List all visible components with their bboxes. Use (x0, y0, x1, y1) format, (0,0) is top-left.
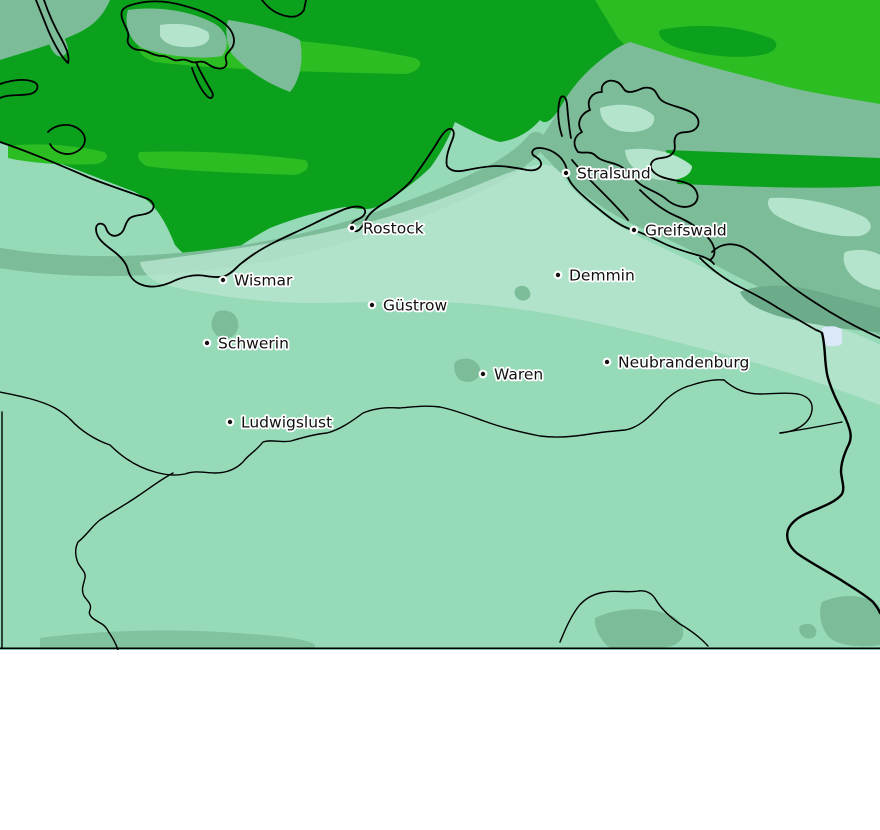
sage-east-of-island (226, 20, 302, 92)
city-dot-rostock (347, 223, 357, 233)
city-dot-ludwigslust (225, 417, 235, 427)
mint-patch-ruegen1 (600, 104, 655, 132)
sea-bright-stripe-left2 (138, 151, 308, 175)
sage-strip-bottom-left (40, 630, 315, 648)
city-label-ludwigslust: Ludwigslust (241, 414, 332, 432)
lake-mueritz (454, 358, 481, 382)
mint-patch-ne1 (767, 197, 871, 237)
mint-patch-ne2 (843, 249, 880, 290)
city-label-neubrandenburg: Neubrandenburg (618, 354, 749, 372)
state-borders (0, 379, 843, 651)
city-label-waren: Waren (494, 366, 543, 384)
city-dot-waren (478, 369, 488, 379)
city-label-rostock: Rostock (363, 220, 424, 238)
sage-wedge-interior (41, 4, 68, 57)
lake-schweriner-see (211, 310, 239, 339)
city-label-stralsund: Stralsund (577, 165, 651, 183)
footer: Temperatur in 2m (in °C) Modell: ICON-D2… (0, 650, 880, 830)
sea-bright-stripe-left1 (8, 144, 107, 165)
mint-patch-ruegen2 (625, 148, 692, 181)
sea-dark-patch (659, 25, 777, 57)
cold-patch-2-4c (822, 326, 842, 347)
city-dot-wismar (218, 275, 228, 285)
sea-dark-band-east (666, 150, 880, 188)
city-label-greifswald: Greifswald (645, 222, 727, 240)
city-label-wismar: Wismar (234, 272, 293, 290)
city-dot-greifswald (629, 225, 639, 235)
city-label-güstrow: Güstrow (383, 297, 448, 315)
temperature-map: Stralsund Rostock Greifswald Wismar Demmin Gü… (0, 0, 880, 651)
land-coastal-light-strip (140, 164, 880, 405)
lake-kummerow (514, 285, 531, 301)
city-dot-stralsund (561, 168, 571, 178)
city-label-schwerin: Schwerin (218, 335, 289, 353)
mint-island-patch (160, 23, 210, 48)
city-label-demmin: Demmin (569, 267, 635, 285)
city-markers: Stralsund Rostock Greifswald Wismar Demmin Gü… (202, 163, 751, 433)
city-dot-demmin (553, 270, 563, 280)
sage-patch-bottom-right-small (799, 623, 817, 639)
coastlines (0, 0, 880, 339)
city-dot-neubrandenburg (602, 357, 612, 367)
city-dot-schwerin (202, 338, 212, 348)
city-dot-güstrow (367, 300, 377, 310)
sage-patch-bottom-center (594, 609, 684, 648)
border-poland (786, 331, 880, 615)
sage-patch-bottom-right (820, 596, 880, 647)
